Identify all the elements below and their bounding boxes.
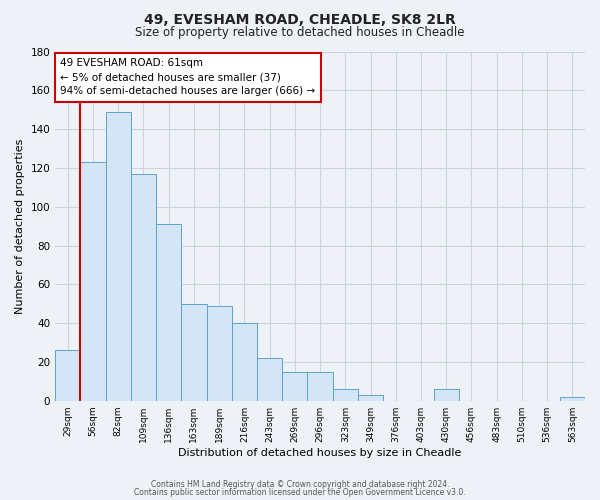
Text: Contains HM Land Registry data © Crown copyright and database right 2024.: Contains HM Land Registry data © Crown c… [151,480,449,489]
Bar [156,224,181,400]
Bar [55,350,80,401]
Bar [232,323,257,400]
Text: 49, EVESHAM ROAD, CHEADLE, SK8 2LR: 49, EVESHAM ROAD, CHEADLE, SK8 2LR [144,12,456,26]
X-axis label: Distribution of detached houses by size in Cheadle: Distribution of detached houses by size … [178,448,462,458]
Bar [434,389,459,400]
Bar [560,397,585,400]
Bar [106,112,131,401]
Bar [80,162,106,400]
Bar [131,174,156,400]
Bar [282,372,307,400]
Bar [181,304,206,400]
Bar [358,395,383,400]
Bar [206,306,232,400]
Text: 49 EVESHAM ROAD: 61sqm
← 5% of detached houses are smaller (37)
94% of semi-deta: 49 EVESHAM ROAD: 61sqm ← 5% of detached … [61,58,316,96]
Bar [257,358,282,401]
Bar [332,389,358,400]
Bar [307,372,332,400]
Text: Contains public sector information licensed under the Open Government Licence v3: Contains public sector information licen… [134,488,466,497]
Text: Size of property relative to detached houses in Cheadle: Size of property relative to detached ho… [135,26,465,39]
Y-axis label: Number of detached properties: Number of detached properties [15,138,25,314]
